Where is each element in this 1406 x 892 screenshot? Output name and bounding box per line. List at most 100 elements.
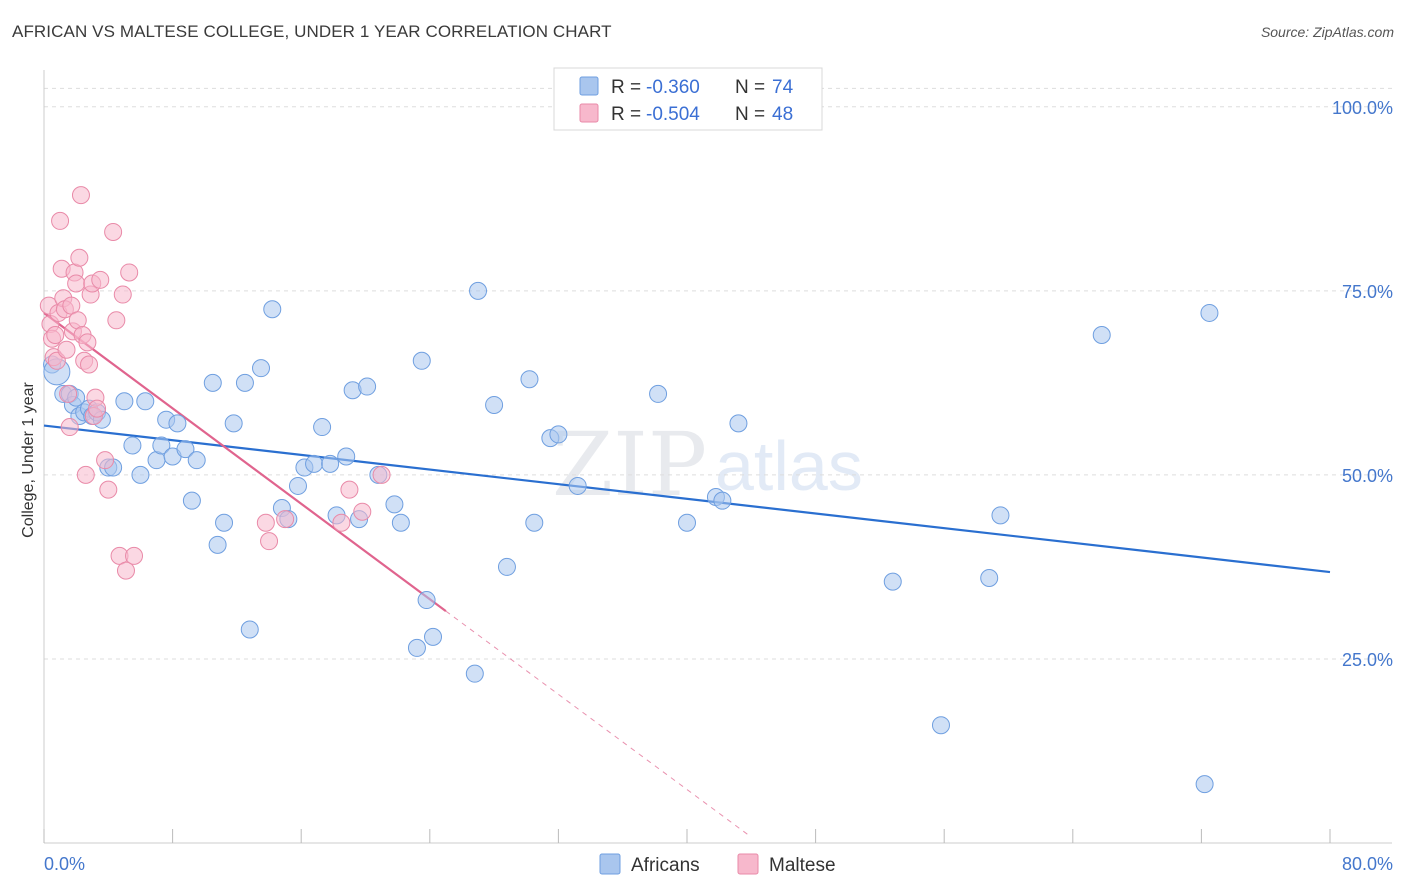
africans-point [115, 392, 134, 411]
maltese-point [96, 451, 115, 470]
y-tick-label: 25.0% [1342, 650, 1393, 670]
maltese-point [76, 465, 95, 484]
africans-point [182, 491, 201, 510]
africans-point [407, 638, 426, 657]
africans-point [729, 414, 748, 433]
stats-legend: R = -0.360 N = 74 R = -0.504 N = 48 [553, 67, 823, 131]
maltese-point [67, 274, 86, 293]
africans-point [123, 436, 142, 455]
maltese-point [71, 186, 90, 205]
maltese-point [51, 211, 70, 230]
y-axis-title: College, Under 1 year [20, 382, 37, 538]
africans-point [136, 392, 155, 411]
maltese-point [372, 465, 391, 484]
maltese-trend-extension [445, 610, 752, 838]
legend-swatch-maltese [579, 103, 599, 123]
watermark-atlas: atlas [715, 427, 863, 505]
y-tick-label: 50.0% [1342, 466, 1393, 486]
africans-point [391, 513, 410, 532]
legend-r-value-africans: -0.360 [646, 77, 700, 98]
legend-n-value-africans: 74 [772, 77, 794, 98]
maltese-point [340, 480, 359, 499]
legend-n-value-maltese: 48 [772, 104, 793, 125]
africans-point [931, 716, 950, 735]
maltese-trend-line [43, 312, 447, 612]
maltese-point [70, 248, 89, 267]
africans-point [176, 440, 195, 459]
africans-point [358, 377, 377, 396]
maltese-point [60, 418, 79, 437]
legend-n-label-africans: N = [735, 77, 765, 98]
maltese-point [59, 384, 78, 403]
bottom-legend-swatch-maltese [737, 853, 759, 875]
maltese-point [353, 502, 372, 521]
africans-point [525, 513, 544, 532]
africans-point [1195, 775, 1214, 794]
maltese-point [91, 270, 110, 289]
africans-point [208, 535, 227, 554]
maltese-point [80, 355, 99, 374]
bottom-legend-label-africans: Africans [631, 855, 700, 876]
africans-point [240, 620, 259, 639]
bottom-legend-swatch-africans [599, 853, 621, 875]
africans-point [497, 557, 516, 576]
africans-point [412, 351, 431, 370]
maltese-point [88, 399, 107, 418]
africans-point [252, 359, 271, 378]
africans-point [424, 627, 443, 646]
africans-point [465, 664, 484, 683]
africans-point [883, 572, 902, 591]
source-label: Source: ZipAtlas.com [1260, 24, 1394, 40]
africans-point [288, 476, 307, 495]
africans-point [485, 395, 504, 414]
maltese-point [46, 326, 65, 345]
africans-point [549, 425, 568, 444]
chart-title: AFRICAN VS MALTESE COLLEGE, UNDER 1 YEAR… [12, 22, 612, 41]
maltese-point [332, 513, 351, 532]
maltese-point [104, 222, 123, 241]
africans-point [417, 591, 436, 610]
africans-point [713, 491, 732, 510]
series-legend: Africans Maltese [599, 853, 836, 876]
africans-point [203, 373, 222, 392]
stats-legend-box [553, 67, 823, 131]
maltese-point [99, 480, 118, 499]
trend-lines [43, 312, 1331, 838]
africans-point [568, 476, 587, 495]
africans-trend-line [43, 424, 1331, 574]
maltese-point [57, 340, 76, 359]
maltese-point [260, 532, 279, 551]
maltese-point [113, 285, 132, 304]
legend-n-label-maltese: N = [735, 104, 765, 125]
maltese-point [125, 546, 144, 565]
africans-point [649, 384, 668, 403]
africans-point [1200, 303, 1219, 322]
legend-r-value-maltese: -0.504 [646, 104, 700, 125]
africans-point [1092, 326, 1111, 345]
maltese-point [256, 513, 275, 532]
africans-point [991, 506, 1010, 525]
africans-point [224, 414, 243, 433]
africans-point [263, 300, 282, 319]
tick-labels: 25.0% 50.0% 75.0% 100.0% 0.0% 80.0% [44, 98, 1393, 874]
africans-point [168, 414, 187, 433]
x-tick-label-max: 80.0% [1342, 854, 1393, 874]
bottom-legend-label-maltese: Maltese [769, 855, 836, 876]
africans-point [520, 370, 539, 389]
x-tick-label-min: 0.0% [44, 854, 85, 874]
legend-r-label-maltese: R = [611, 104, 641, 125]
maltese-point [107, 311, 126, 330]
africans-point [980, 568, 999, 587]
africans-point [187, 451, 206, 470]
africans-point [321, 454, 340, 473]
africans-point [678, 513, 696, 532]
y-tick-label: 100.0% [1332, 98, 1393, 118]
y-tick-label: 75.0% [1342, 282, 1393, 302]
africans-point [215, 513, 234, 532]
legend-r-label-africans: R = [611, 77, 641, 98]
africans-point [469, 281, 488, 300]
africans-point [313, 418, 332, 437]
maltese-point [116, 561, 135, 580]
maltese-point [78, 333, 97, 352]
maltese-point [120, 263, 139, 282]
